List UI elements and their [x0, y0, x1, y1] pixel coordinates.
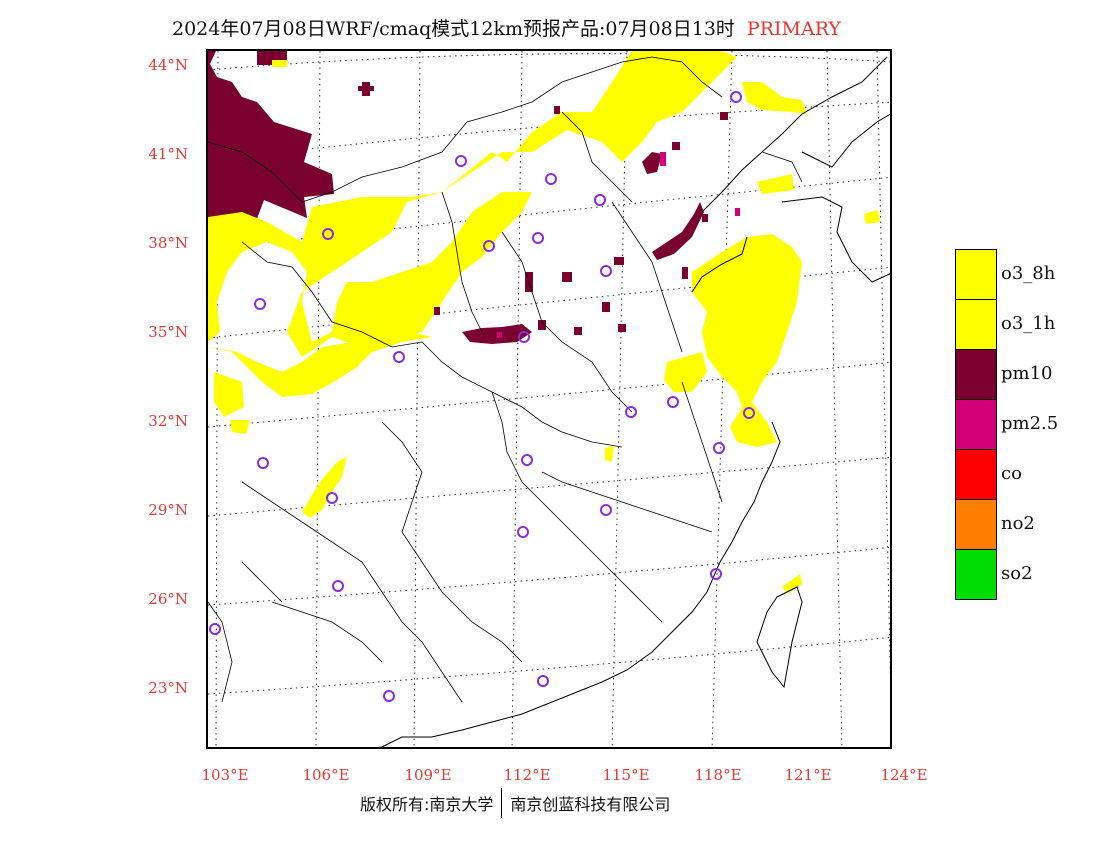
legend: o3_8h o3_1h pm10 pm2.5 co no2 so2: [955, 249, 1100, 600]
station-marker: [332, 580, 344, 592]
station-marker: [710, 568, 722, 580]
lat-label-44: 44°N: [148, 56, 188, 74]
legend-swatch: [955, 349, 997, 399]
legend-item-pm10: pm10: [955, 349, 1100, 399]
pm25-spots: [497, 152, 740, 338]
lat-label-38: 38°N: [148, 234, 188, 252]
lon-label-115: 115°E: [602, 766, 650, 784]
lat-label-41: 41°N: [148, 145, 188, 163]
legend-label: o3_8h: [1001, 263, 1056, 284]
legend-swatch: [955, 299, 997, 349]
station-marker: [625, 406, 637, 418]
station-marker: [383, 690, 395, 702]
legend-swatch: [955, 399, 997, 449]
o3-regions: [208, 51, 880, 594]
coastline: [378, 56, 890, 747]
station-marker: [537, 675, 549, 687]
lat-label-29: 29°N: [148, 501, 188, 519]
station-marker: [594, 194, 606, 206]
legend-item-o3-8h: o3_8h: [955, 249, 1100, 299]
legend-item-o3-1h: o3_1h: [955, 299, 1100, 349]
province-boundaries: [208, 56, 803, 703]
legend-label: pm10: [1001, 363, 1053, 384]
legend-swatch: [955, 549, 997, 600]
legend-item-co: co: [955, 449, 1100, 499]
legend-label: no2: [1001, 513, 1035, 534]
legend-label: pm2.5: [1001, 413, 1059, 434]
footer-copyright: 版权所有:南京大学: [360, 795, 494, 814]
station-marker: [393, 351, 405, 363]
station-marker: [326, 492, 338, 504]
footer-company: 南京创蓝科技有限公司: [510, 795, 671, 814]
station-marker: [545, 173, 557, 185]
station-markers: [209, 91, 755, 702]
lon-label-118: 118°E: [694, 766, 742, 784]
legend-swatch: [955, 499, 997, 549]
station-marker: [743, 407, 755, 419]
legend-label: o3_1h: [1001, 313, 1056, 334]
legend-label: so2: [1001, 563, 1033, 584]
station-marker: [532, 232, 544, 244]
lat-label-23: 23°N: [148, 679, 188, 697]
legend-item-no2: no2: [955, 499, 1100, 549]
map-title: 2024年07月08日WRF/cmaq模式12km预报产品:07月08日13时 P…: [172, 14, 841, 41]
station-marker: [600, 504, 612, 516]
station-marker: [455, 155, 467, 167]
pollution-map: [208, 51, 890, 747]
title-primary-tag: PRIMARY: [746, 18, 841, 40]
station-marker: [730, 91, 742, 103]
lat-label-35: 35°N: [148, 323, 188, 341]
station-marker: [517, 526, 529, 538]
station-marker: [322, 228, 334, 240]
station-marker: [254, 298, 266, 310]
station-marker: [600, 265, 612, 277]
lat-label-32: 32°N: [148, 412, 188, 430]
lon-label-103: 103°E: [201, 766, 249, 784]
legend-item-so2: so2: [955, 549, 1100, 600]
legend-swatch: [955, 449, 997, 499]
station-marker: [257, 457, 269, 469]
legend-label: co: [1001, 463, 1022, 484]
lon-label-112: 112°E: [503, 766, 551, 784]
station-marker: [667, 396, 679, 408]
footer-divider: [501, 788, 503, 818]
station-marker: [713, 442, 725, 454]
title-main: 2024年07月08日WRF/cmaq模式12km预报产品:07月08日13时: [172, 18, 735, 40]
lon-label-124: 124°E: [880, 766, 928, 784]
legend-item-pm25: pm2.5: [955, 399, 1100, 449]
footer-credits: 版权所有:南京大学 南京创蓝科技有限公司: [360, 788, 670, 818]
station-marker: [518, 331, 530, 343]
graticule: [208, 51, 890, 747]
lon-label-109: 109°E: [404, 766, 452, 784]
legend-swatch: [955, 249, 997, 299]
map-frame: [206, 49, 892, 749]
station-marker: [209, 623, 221, 635]
station-marker: [521, 454, 533, 466]
lat-label-26: 26°N: [148, 590, 188, 608]
station-marker: [483, 240, 495, 252]
lon-label-121: 121°E: [784, 766, 832, 784]
pm10-region-northwest: [208, 51, 334, 232]
lon-label-106: 106°E: [302, 766, 350, 784]
